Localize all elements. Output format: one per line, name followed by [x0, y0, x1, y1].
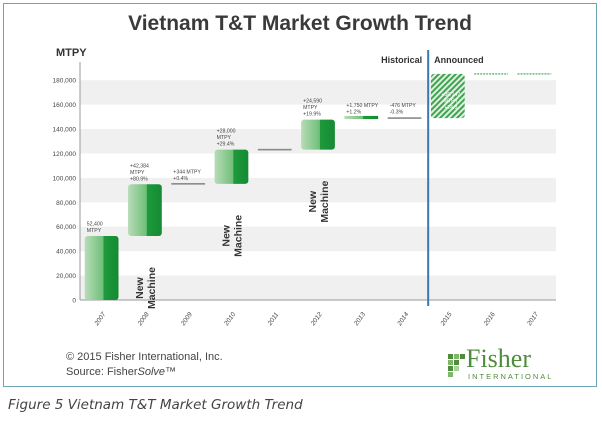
- y-tick-label: 100,000: [53, 175, 77, 182]
- bar-2011: [257, 148, 292, 151]
- x-tick-label: 2016: [482, 311, 497, 328]
- data-label-2014: -476 MTPY: [390, 103, 417, 109]
- chart-title: Vietnam T&T Market Growth Trend: [128, 12, 472, 35]
- data-label-2015: +24.3: [444, 105, 457, 111]
- data-label-2010: MTPY: [217, 135, 232, 141]
- y-tick-label: 60,000: [56, 224, 76, 231]
- y-tick-label: 20,000: [56, 273, 76, 280]
- bar-2009: [171, 183, 206, 185]
- x-tick-label: 2017: [526, 311, 541, 328]
- annotation-new-machine: New: [134, 276, 146, 298]
- source-italic: Solve: [137, 366, 166, 378]
- period-label-left: Historical: [381, 55, 422, 65]
- source-text: Source: FisherSolve™: [66, 365, 223, 380]
- annotation-new-machine: Machine: [319, 180, 331, 222]
- data-label-2012: +24,590: [303, 99, 322, 105]
- data-label-2015: +36,147: [441, 92, 460, 98]
- data-label-2014: -0.3%: [390, 109, 404, 115]
- data-label-2009: +344 MTPY: [173, 169, 201, 175]
- y-tick-label: 180,000: [53, 78, 77, 85]
- y-tick-label: 40,000: [56, 249, 76, 256]
- y-tick-label: 160,000: [53, 102, 77, 109]
- data-label-2015: MTPY: [444, 98, 459, 104]
- data-label-2008: +80.9%: [130, 176, 148, 182]
- data-label-2007: MTPY: [87, 228, 102, 234]
- data-label-2008: MTPY: [130, 170, 145, 176]
- data-label-2013: +1,750 MTPY: [346, 103, 378, 109]
- grid-band: [80, 275, 556, 300]
- y-tick-label: 140,000: [53, 127, 77, 134]
- x-tick-label: 2007: [93, 311, 108, 328]
- x-tick-label: 2012: [309, 311, 324, 328]
- grid-band: [80, 80, 556, 105]
- x-tick-label: 2013: [352, 311, 367, 328]
- figure-caption: Figure 5 Vietnam T&T Market Growth Trend: [8, 397, 303, 413]
- data-label-2010: +28,000: [217, 129, 236, 135]
- annotation-new-machine: Machine: [146, 267, 158, 309]
- x-tick-label: 2014: [396, 311, 411, 328]
- data-label-2012: +19.9%: [303, 112, 321, 118]
- data-label-2012: MTPY: [303, 105, 318, 111]
- copyright-block: © 2015 Fisher International, Inc. Source…: [66, 350, 223, 380]
- bar-2015: [430, 73, 465, 119]
- data-label-2013: +1.2%: [346, 109, 361, 115]
- annotation-new-machine: Machine: [232, 215, 244, 257]
- y-tick-label: 80,000: [56, 200, 76, 207]
- bar-2014: [387, 117, 422, 119]
- data-label-2008: +42,384: [130, 163, 149, 169]
- source-suffix: ™: [165, 366, 177, 378]
- bar-2008: [128, 184, 162, 237]
- logo-mark-icon: [448, 354, 465, 377]
- figure-frame: Vietnam T&T Market Growth Trend 0 20,000 4…: [3, 3, 597, 387]
- fisher-logo: Fisher INTERNATIONAL: [446, 344, 556, 384]
- logo-name: Fisher: [466, 344, 531, 373]
- y-tick-label: 120,000: [53, 151, 77, 158]
- y-axis-label: MTPY: [56, 47, 87, 59]
- x-tick-label: 2011: [266, 311, 281, 328]
- logo-subtitle: INTERNATIONAL: [468, 372, 554, 381]
- x-tick-label: 2008: [136, 311, 151, 328]
- copyright-text: © 2015 Fisher International, Inc.: [66, 351, 223, 363]
- data-label-2009: +0.4%: [173, 176, 188, 182]
- source-prefix: Source: Fisher: [66, 366, 138, 378]
- y-tick-label: 0: [72, 298, 76, 305]
- bar-2013: [344, 115, 379, 120]
- bar-2007: [84, 236, 119, 300]
- x-tick-label: 2009: [179, 311, 194, 328]
- bar-2010: [214, 149, 249, 184]
- annotation-new-machine: New: [307, 190, 319, 212]
- period-label-right: Announced: [434, 55, 484, 65]
- data-label-2007: 52,400: [87, 222, 103, 228]
- data-label-2010: +29.4%: [217, 142, 235, 148]
- annotation-new-machine: New: [220, 224, 232, 246]
- x-tick-label: 2010: [223, 311, 238, 328]
- bar-2012: [301, 119, 335, 150]
- x-tick-label: 2015: [439, 311, 454, 328]
- waterfall-chart: 0 20,000 40,000 60,000 80,000 100,000 120,000 1…: [53, 47, 556, 328]
